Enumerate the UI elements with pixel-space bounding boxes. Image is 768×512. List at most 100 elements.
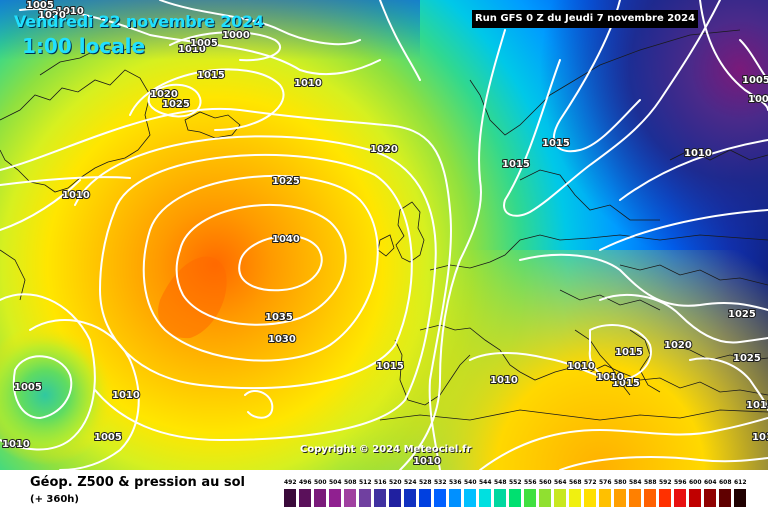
scale-label: 536 bbox=[449, 479, 462, 486]
isobar-label: 1015 bbox=[615, 347, 643, 358]
scale-label: 576 bbox=[599, 479, 612, 486]
isobar-label: 1010 bbox=[56, 6, 84, 17]
isobar-label: 1020 bbox=[38, 10, 66, 21]
isobar-line bbox=[0, 293, 96, 451]
isobar-line bbox=[175, 204, 347, 326]
scale-label: 544 bbox=[479, 479, 492, 486]
isobar-line bbox=[599, 209, 768, 251]
scale-label: 516 bbox=[374, 479, 387, 486]
isobar-label: 1010 bbox=[2, 439, 30, 450]
scale-swatch bbox=[479, 489, 491, 507]
isobar-line bbox=[553, 0, 641, 153]
weather-map: 1040 1035 1030 1025 1020 1025 1020 1015 … bbox=[0, 0, 768, 470]
isobar-label: 1025 bbox=[728, 309, 756, 320]
scale-label: 528 bbox=[419, 479, 432, 486]
isobar-line bbox=[12, 355, 73, 419]
isobar-label: 1010 bbox=[178, 44, 206, 55]
color-scale: 492 496 500 504 508 512 516 520 524 528 532 536 540 5… bbox=[284, 479, 752, 509]
scale-label: 596 bbox=[674, 479, 687, 486]
scale-label: 588 bbox=[644, 479, 657, 486]
legend-footer: Géop. Z500 & pression au sol (+ 360h) 49… bbox=[0, 470, 768, 512]
scale-label: 584 bbox=[629, 479, 642, 486]
scale-swatch bbox=[554, 489, 566, 507]
isobar-line bbox=[0, 179, 81, 231]
isobar-label: 1020 bbox=[664, 340, 692, 351]
scale-swatch bbox=[629, 489, 641, 507]
isobar-labels: 1040 1035 1030 1025 1020 1025 1020 1015 … bbox=[1, 0, 768, 468]
scale-swatch bbox=[614, 489, 626, 507]
isobar-label: 1025 bbox=[733, 353, 761, 364]
isobar-line bbox=[147, 83, 202, 118]
isobar-line bbox=[99, 153, 413, 390]
isobar-label: 1010 bbox=[490, 375, 518, 386]
scale-label: 564 bbox=[554, 479, 567, 486]
scale-label: 568 bbox=[569, 479, 582, 486]
isobar-label: 1000 bbox=[222, 30, 250, 41]
scale-label: 540 bbox=[464, 479, 477, 486]
coastlines bbox=[0, 29, 768, 421]
scale-label: 532 bbox=[434, 479, 447, 486]
isobar-label: 1015 bbox=[612, 378, 640, 389]
isobar-label: 1010 bbox=[567, 361, 595, 372]
forecast-lead-time: (+ 360h) bbox=[30, 494, 79, 505]
map-title: Géop. Z500 & pression au sol bbox=[30, 475, 245, 490]
isobar-label: 1000 bbox=[748, 94, 768, 105]
forecast-time: 1:00 locale bbox=[22, 34, 146, 58]
scale-swatch bbox=[644, 489, 656, 507]
isobar-line bbox=[379, 0, 421, 81]
scale-label: 548 bbox=[494, 479, 507, 486]
isobar-lines bbox=[0, 0, 768, 470]
anticyclone-core bbox=[158, 256, 227, 339]
isobar-label: 1030 bbox=[268, 334, 296, 345]
isobar-label: 1040 bbox=[272, 234, 300, 245]
scale-swatch bbox=[719, 489, 731, 507]
scale-label: 612 bbox=[734, 479, 747, 486]
scale-swatch bbox=[599, 489, 611, 507]
scale-label: 492 bbox=[284, 479, 297, 486]
scale-label: 572 bbox=[584, 479, 597, 486]
scale-label: 552 bbox=[509, 479, 522, 486]
scale-label: 504 bbox=[329, 479, 342, 486]
scale-swatch bbox=[374, 489, 386, 507]
isobar-line bbox=[74, 135, 437, 441]
isobar-line bbox=[559, 456, 768, 470]
isobar-line bbox=[469, 352, 606, 379]
scale-swatch bbox=[569, 489, 581, 507]
scale-swatch bbox=[584, 489, 596, 507]
scale-label: 580 bbox=[614, 479, 627, 486]
isobar-line bbox=[689, 357, 768, 411]
scale-label: 556 bbox=[524, 479, 537, 486]
isobar-label: 1010 bbox=[112, 390, 140, 401]
isobar-label: 1020 bbox=[150, 89, 178, 100]
isobar-line bbox=[739, 39, 768, 81]
isobar-line bbox=[244, 390, 274, 419]
scale-swatch bbox=[344, 489, 356, 507]
isobar-label: 1015 bbox=[502, 159, 530, 170]
isobar-line bbox=[19, 8, 381, 76]
scale-swatch bbox=[449, 489, 461, 507]
isobar-line bbox=[0, 107, 452, 470]
isobar-label: 1010 bbox=[413, 456, 441, 467]
isobar-line bbox=[0, 176, 131, 186]
scale-swatch bbox=[494, 489, 506, 507]
isobar-label: 1035 bbox=[265, 312, 293, 323]
isobar-line bbox=[519, 253, 768, 311]
isobar-line bbox=[238, 234, 323, 292]
isobar-label: 1010 bbox=[294, 78, 322, 89]
scale-swatch bbox=[284, 489, 296, 507]
isobar-line bbox=[699, 0, 768, 111]
isobar-label: 1005 bbox=[94, 432, 122, 443]
scale-swatch bbox=[524, 489, 536, 507]
scale-swatch bbox=[299, 489, 311, 507]
scale-swatch bbox=[314, 489, 326, 507]
scale-swatch bbox=[734, 489, 746, 507]
isobar-label: 1005 bbox=[190, 38, 218, 49]
scale-label: 592 bbox=[659, 479, 672, 486]
scale-swatch bbox=[329, 489, 341, 507]
scale-label: 520 bbox=[389, 479, 402, 486]
isobar-line bbox=[399, 29, 506, 470]
isobar-label: 1005 bbox=[742, 75, 768, 86]
isobar-label: 1015 bbox=[197, 70, 225, 81]
scale-swatch bbox=[674, 489, 686, 507]
isobar-label: 1015 bbox=[376, 361, 404, 372]
